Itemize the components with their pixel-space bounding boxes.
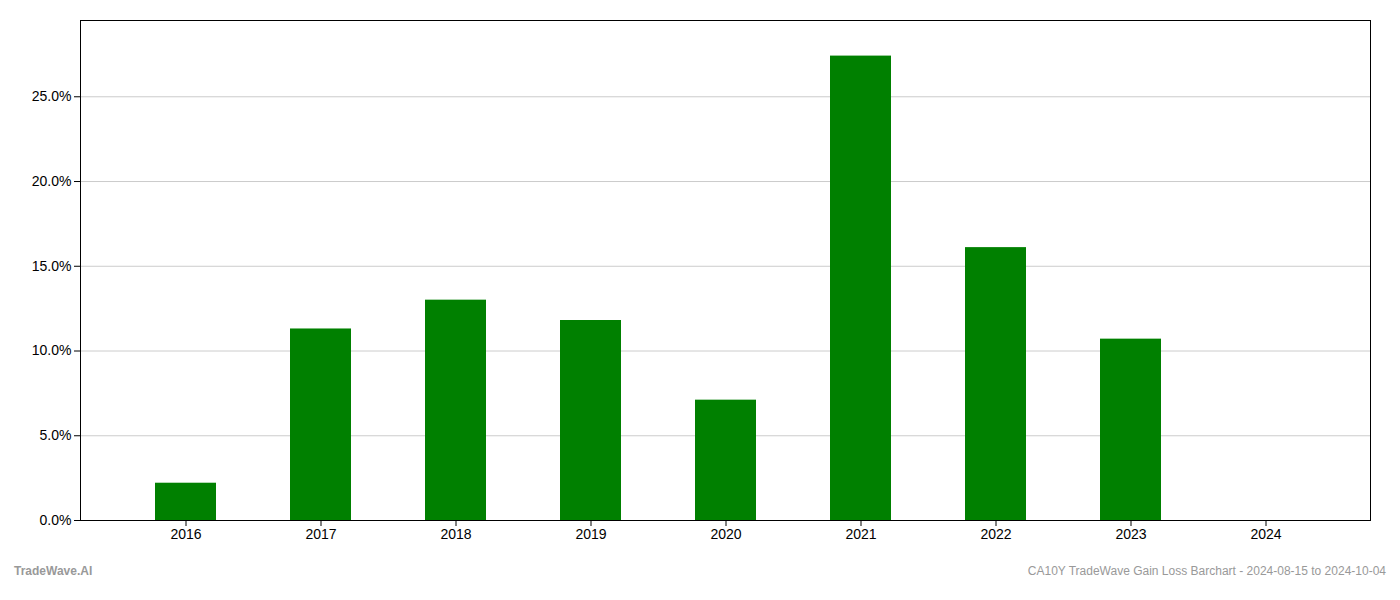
svg-text:2016: 2016 <box>170 526 201 542</box>
svg-text:25.0%: 25.0% <box>32 88 72 104</box>
html-text:TradeWave.AI: TradeWave.AI <box>14 564 93 578</box>
svg-text:2018: 2018 <box>440 526 471 542</box>
svg-text:20.0%: 20.0% <box>32 173 72 189</box>
svg-text:2019: 2019 <box>575 526 606 542</box>
svg-text:5.0%: 5.0% <box>40 427 72 443</box>
svg-text:2017: 2017 <box>305 526 336 542</box>
svg-text:2020: 2020 <box>710 526 741 542</box>
html-text:CA10Y TradeWave Gain Loss Barc: CA10Y TradeWave Gain Loss Barchart - 202… <box>1027 564 1386 578</box>
svg-text:2022: 2022 <box>980 526 1011 542</box>
svg-text:0.0%: 0.0% <box>40 512 72 528</box>
svg-text:2021: 2021 <box>845 526 876 542</box>
svg-text:2023: 2023 <box>1115 526 1146 542</box>
svg-text:15.0%: 15.0% <box>32 258 72 274</box>
svg-text:2024: 2024 <box>1250 526 1281 542</box>
svg-text:10.0%: 10.0% <box>32 342 72 358</box>
